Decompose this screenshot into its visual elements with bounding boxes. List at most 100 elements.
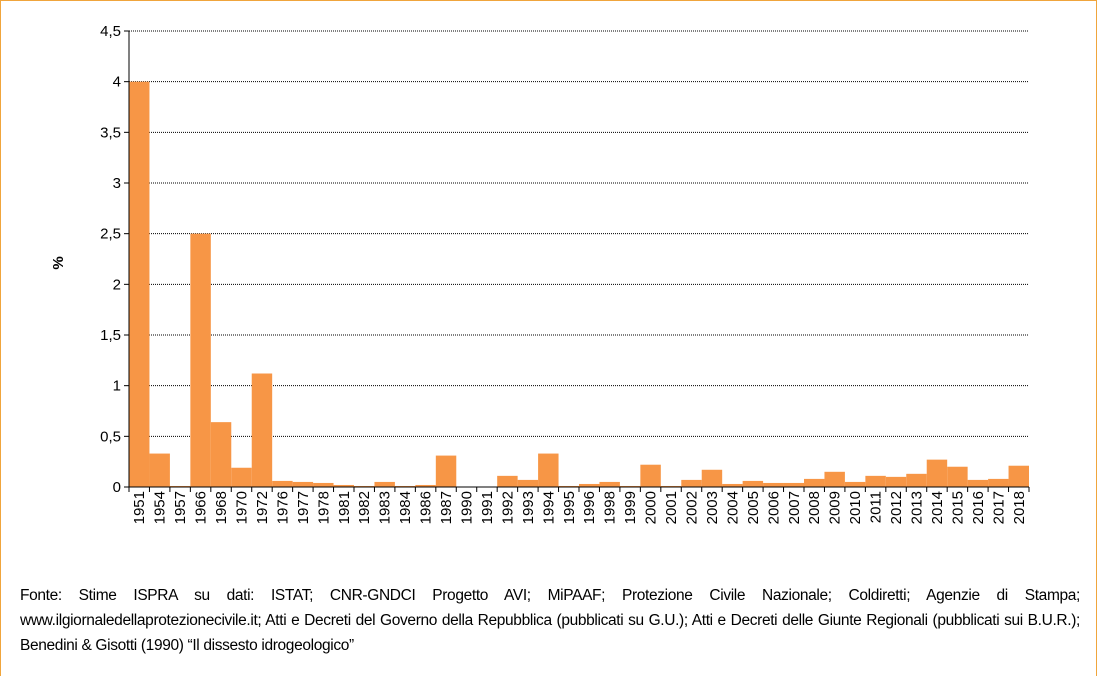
bar — [599, 481, 620, 487]
y-tick-label: 3 — [113, 175, 121, 192]
x-tick-label: 1968 — [213, 491, 230, 524]
x-tick-label: 2016 — [970, 491, 987, 524]
x-tick-label: 2017 — [990, 491, 1007, 524]
x-tick-label: 1972 — [254, 491, 271, 524]
bar — [415, 484, 436, 487]
bar — [579, 483, 600, 487]
x-tick-label: 1981 — [336, 491, 353, 524]
x-tick-label: 1977 — [295, 491, 312, 524]
x-tick-label: 1986 — [418, 491, 435, 524]
bar — [640, 464, 661, 487]
x-tick-label: 1992 — [499, 491, 516, 524]
bar — [906, 473, 927, 487]
x-tick-label: 2008 — [806, 491, 823, 524]
x-tick-label: 1966 — [193, 491, 210, 524]
bar — [231, 467, 252, 487]
y-tick-label: 1,5 — [100, 327, 121, 344]
x-tick-label: 1951 — [131, 491, 148, 524]
bar — [251, 373, 273, 487]
bar — [210, 422, 232, 487]
bar — [865, 475, 886, 487]
bar — [742, 480, 764, 487]
bar — [701, 469, 723, 487]
bar — [435, 455, 457, 487]
y-tick-label: 2,5 — [100, 226, 121, 243]
x-tick-label: 1983 — [377, 491, 394, 524]
x-tick-label: 2007 — [786, 491, 803, 524]
x-tick-label: 2015 — [949, 491, 966, 524]
x-tick-label: 1954 — [152, 491, 169, 524]
bar — [722, 483, 743, 487]
y-tick-label: 3,5 — [100, 124, 121, 141]
x-tick-label: 2018 — [1011, 491, 1028, 524]
x-tick-label: 1995 — [561, 491, 578, 524]
y-tick-label: 4 — [113, 74, 121, 91]
x-tick-label: 1990 — [459, 491, 476, 524]
bar — [538, 453, 559, 487]
bar — [804, 478, 825, 487]
x-tick-label: 1970 — [234, 491, 251, 524]
bar — [517, 479, 539, 487]
x-tick-label: 1991 — [479, 491, 496, 524]
bar — [988, 478, 1009, 487]
x-tick-label: 1976 — [274, 491, 291, 524]
x-tick-label: 2013 — [909, 491, 926, 524]
bar — [129, 81, 150, 488]
bar — [947, 466, 968, 487]
x-tick-label: 1996 — [581, 491, 598, 524]
x-tick-label: 1994 — [540, 491, 557, 524]
bar — [313, 482, 334, 487]
x-tick-label: 1982 — [356, 491, 373, 524]
y-axis-label: % — [50, 256, 67, 269]
y-tick-label: 1 — [113, 378, 121, 395]
bar — [824, 471, 845, 487]
x-tick-label: 1984 — [397, 491, 414, 524]
bar — [292, 481, 314, 487]
x-tick-label: 1999 — [622, 491, 639, 524]
bar — [374, 481, 395, 487]
bar — [660, 485, 682, 487]
x-tick-label: 2009 — [827, 491, 844, 524]
bar — [149, 453, 170, 487]
x-tick-label: 2001 — [663, 491, 680, 524]
bar — [844, 481, 866, 487]
source-note: Fonte: Stime ISPRA su dati: ISTAT; CNR-G… — [20, 587, 1080, 654]
x-tick-label: 1998 — [602, 491, 619, 524]
x-tick-label: 1993 — [520, 491, 537, 524]
y-tick-label: 0,5 — [100, 428, 121, 445]
bar — [1008, 465, 1029, 487]
bar — [926, 459, 948, 487]
x-tick-label: 2005 — [745, 491, 762, 524]
bar — [272, 480, 293, 487]
x-tick-label: 1987 — [438, 491, 455, 524]
bar — [681, 479, 702, 487]
x-tick-label: 2011 — [868, 491, 885, 523]
x-tick-label: 2000 — [643, 491, 660, 524]
x-tick-label: 2004 — [724, 491, 741, 524]
bar — [394, 485, 416, 487]
y-tick-label: 0 — [113, 479, 121, 496]
bar — [885, 476, 907, 487]
x-tick-label: 2006 — [765, 491, 782, 524]
x-tick-label: 2010 — [847, 491, 864, 524]
bar — [783, 482, 804, 487]
bar — [169, 485, 191, 487]
bar — [354, 485, 375, 487]
x-tick-label: 2003 — [704, 491, 721, 524]
y-tick-label: 2 — [113, 276, 121, 293]
x-tick-label: 2002 — [684, 491, 701, 524]
bar — [333, 484, 354, 487]
bar — [619, 485, 641, 487]
x-tick-label: 2012 — [888, 491, 905, 524]
bar — [558, 485, 579, 487]
x-tick-label: 1957 — [172, 491, 189, 524]
x-tick-label: 1978 — [315, 491, 332, 524]
bar — [190, 233, 211, 487]
y-tick-label: 4,5 — [100, 23, 121, 40]
bar — [967, 479, 989, 487]
bar — [763, 482, 784, 487]
bar — [497, 475, 518, 487]
x-tick-label: 2014 — [929, 491, 946, 524]
